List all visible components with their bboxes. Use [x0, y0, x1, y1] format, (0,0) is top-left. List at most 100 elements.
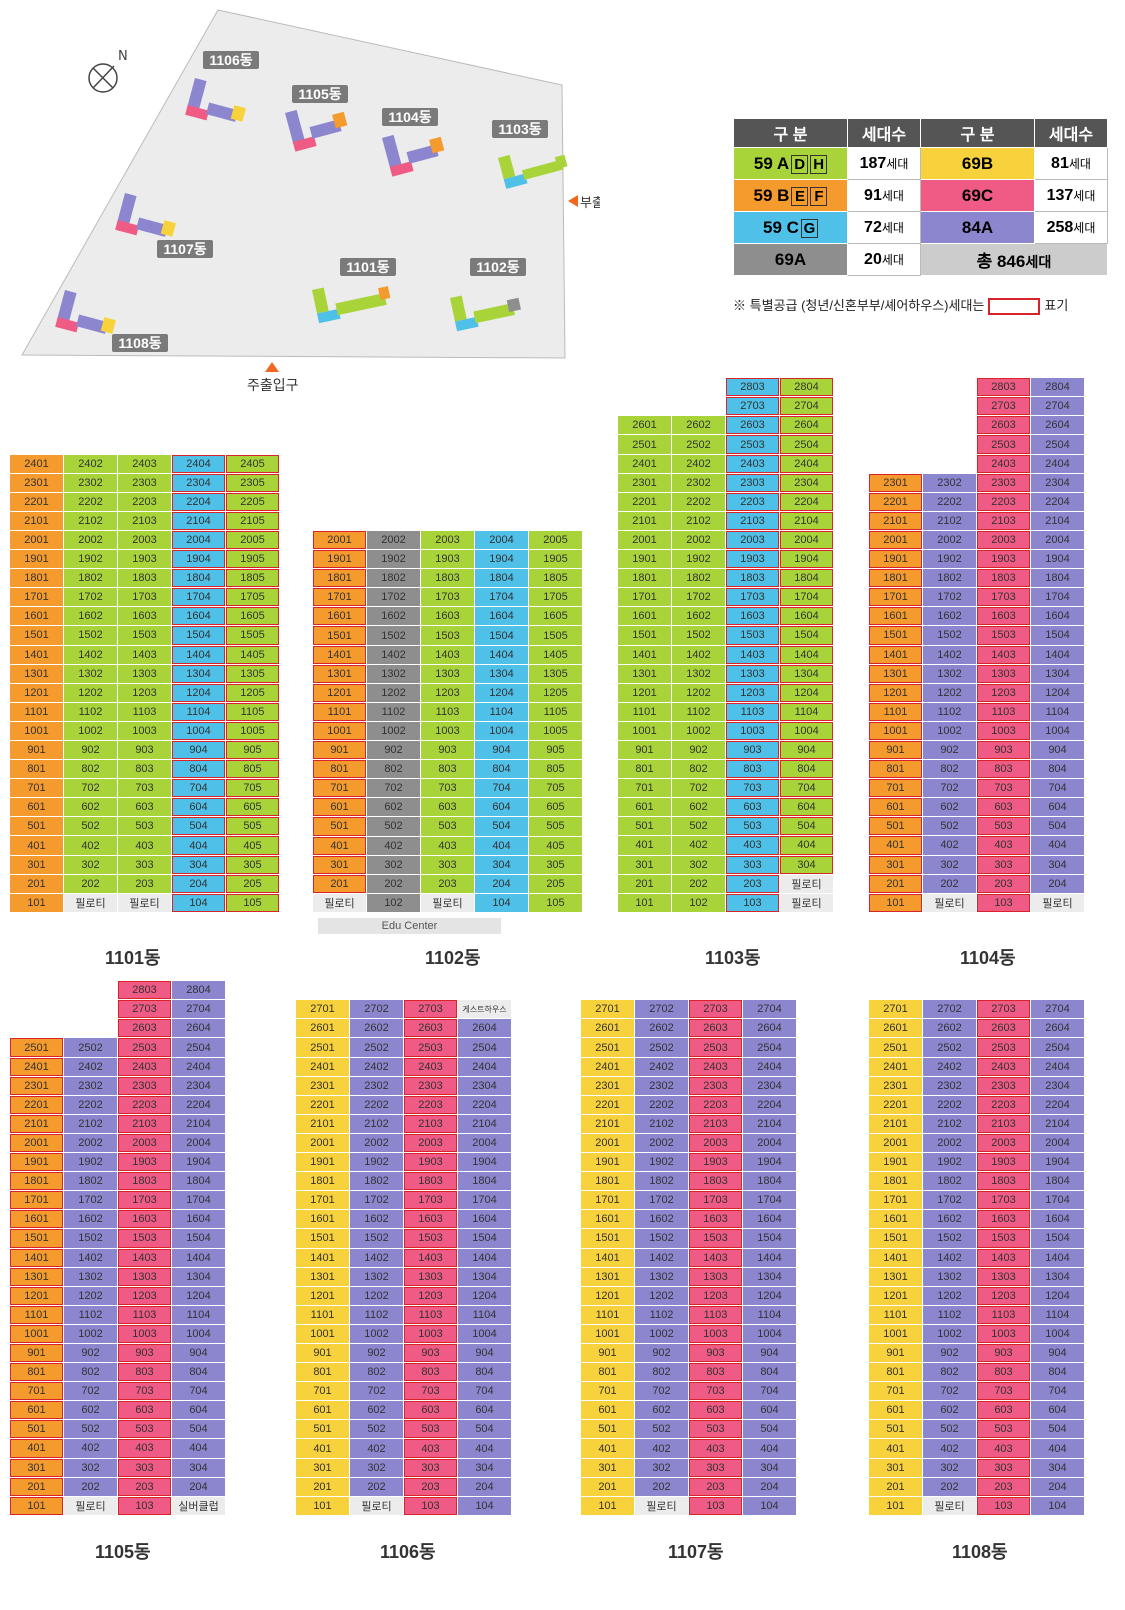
- unit-cell: 1805: [529, 569, 582, 588]
- unit-cell: 1803: [404, 1172, 457, 1191]
- unit-cell: 1703: [977, 1191, 1030, 1210]
- sub-entrance-label: 부출입구: [580, 195, 600, 210]
- unit-cell: 2104: [458, 1114, 511, 1133]
- unit-cell: 1302: [64, 664, 117, 683]
- unit-cell: 702: [635, 1382, 688, 1401]
- unit-cell: 2304: [172, 473, 225, 492]
- unit-cell: 1801: [296, 1172, 349, 1191]
- unit-cell: 2201: [618, 492, 671, 511]
- unit-cell: 402: [64, 836, 117, 855]
- unit-cell: 1701: [313, 588, 366, 607]
- unit-cell: 1304: [780, 664, 833, 683]
- unit-cell: 301: [869, 1458, 922, 1477]
- unit-cell: 701: [618, 779, 671, 798]
- main-entrance-label: 주출입구: [247, 377, 299, 393]
- unit-cell: 503: [118, 1420, 171, 1439]
- unit-cell: 203: [977, 1477, 1030, 1496]
- unit-cell: 1002: [635, 1324, 688, 1343]
- unit-cell: 102: [672, 893, 725, 912]
- unit-cell: 2204: [1031, 1095, 1084, 1114]
- unit-cell: 1801: [313, 569, 366, 588]
- unit-cell: 502: [64, 817, 117, 836]
- unit-cell: 2504: [780, 435, 833, 454]
- unit-cell: 1704: [475, 588, 528, 607]
- unit-cell: 404: [780, 836, 833, 855]
- unit-cell: 2205: [226, 492, 279, 511]
- unit-cell: 2703: [404, 1000, 457, 1019]
- unit-cell: 1804: [172, 1172, 225, 1191]
- unit-cell: 2504: [1031, 435, 1084, 454]
- unit-cell: 302: [635, 1458, 688, 1477]
- unit-cell: 1303: [118, 1267, 171, 1286]
- unit-cell: 1804: [1031, 1172, 1084, 1191]
- empty-cell: [672, 378, 725, 396]
- unit-cell: 1805: [226, 569, 279, 588]
- unit-cell: 1401: [10, 645, 63, 664]
- unit-cell: 1303: [689, 1267, 742, 1286]
- unit-cell: 204: [458, 1477, 511, 1496]
- unit-cell: 2404: [172, 454, 225, 473]
- unit-cell: 2503: [977, 1038, 1030, 1057]
- unit-cell: 1104: [1031, 1305, 1084, 1324]
- pilotis-cell: 필로티: [780, 874, 833, 893]
- unit-cell: 1302: [64, 1267, 117, 1286]
- unit-cell: 1601: [618, 607, 671, 626]
- unit-cell: 802: [64, 760, 117, 779]
- unit-cell: 1703: [421, 588, 474, 607]
- unit-cell: 804: [743, 1363, 796, 1382]
- unit-cell: 402: [923, 1439, 976, 1458]
- unit-cell: 1503: [404, 1229, 457, 1248]
- unit-cell: 902: [923, 1343, 976, 1363]
- building-name: 1102동: [425, 948, 481, 968]
- unit-cell: 1302: [923, 664, 976, 683]
- unit-cell: 1304: [743, 1267, 796, 1286]
- unit-cell: 603: [689, 1401, 742, 1420]
- unit-cell: 2601: [618, 416, 671, 435]
- unit-cell: 1303: [977, 664, 1030, 683]
- unit-cell: 2501: [869, 1038, 922, 1057]
- unit-cell: 1704: [780, 588, 833, 607]
- unit-cell: 2603: [726, 416, 779, 435]
- unit-cell: 2004: [1031, 530, 1084, 550]
- map-label-1105: 1105동: [298, 86, 341, 102]
- unit-cell: 304: [458, 1458, 511, 1477]
- edu-center-label: Edu Center: [318, 918, 501, 934]
- unit-cell: 1801: [10, 569, 63, 588]
- unit-cell: 1401: [296, 1248, 349, 1267]
- unit-cell: 2603: [689, 1019, 742, 1038]
- unit-cell: 2402: [923, 1057, 976, 1076]
- unit-cell: 2703: [977, 397, 1030, 416]
- unit-cell: 2504: [458, 1038, 511, 1057]
- unit-cell: 1001: [296, 1324, 349, 1343]
- unit-cell: 901: [313, 741, 366, 760]
- unit-cell: 2002: [923, 530, 976, 550]
- unit-cell: 2102: [923, 511, 976, 530]
- unit-cell: 2704: [172, 1000, 225, 1019]
- unit-cell: 401: [581, 1439, 634, 1458]
- unit-cell: 701: [296, 1382, 349, 1401]
- map-label-1107: 1107동: [163, 241, 206, 257]
- unit-cell: 1402: [64, 645, 117, 664]
- unit-cell: 903: [404, 1343, 457, 1363]
- unit-cell: 905: [529, 741, 582, 760]
- unit-cell: 1403: [421, 645, 474, 664]
- unit-cell: 2403: [404, 1057, 457, 1076]
- unit-cell: 2704: [1031, 1000, 1084, 1019]
- unit-cell: 1702: [64, 1191, 117, 1210]
- unit-cell: 2002: [64, 1133, 117, 1153]
- unit-cell: 2304: [172, 1076, 225, 1095]
- unit-cell: 1703: [977, 588, 1030, 607]
- unit-cell: 2702: [635, 1000, 688, 1019]
- unit-cell: 403: [689, 1439, 742, 1458]
- unit-cell: 201: [313, 874, 366, 893]
- legend-type-69a: 69A: [733, 243, 848, 276]
- unit-cell: 2002: [350, 1133, 403, 1153]
- unit-cell: 1903: [977, 1153, 1030, 1172]
- unit-cell: 2704: [1031, 397, 1084, 416]
- unit-cell: 2005: [529, 531, 582, 550]
- unit-cell: 1201: [581, 1286, 634, 1305]
- unit-cell: 2102: [64, 1114, 117, 1133]
- unit-cell: 1901: [313, 550, 366, 569]
